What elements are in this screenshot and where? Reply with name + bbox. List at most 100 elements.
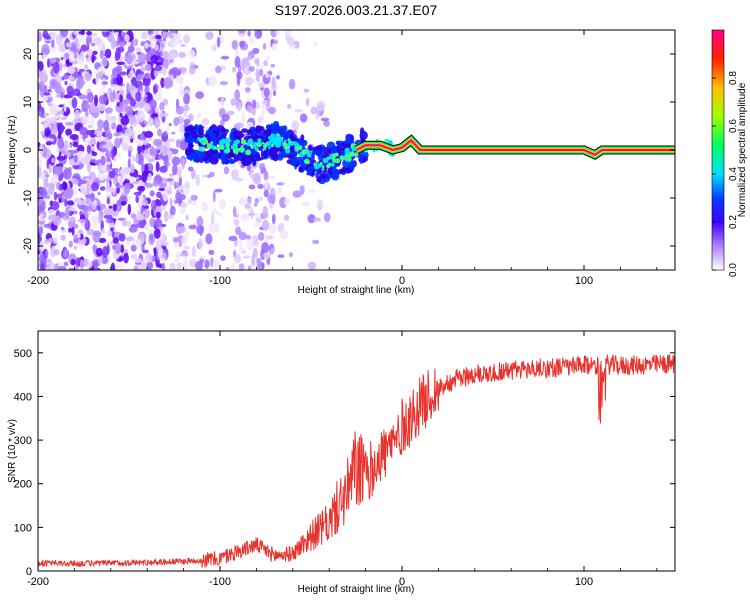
spectral-blob [286, 30, 292, 38]
spectral-blob [284, 198, 291, 206]
spectral-blob [178, 241, 182, 248]
spectral-blob [119, 112, 123, 118]
ridge-blob [292, 161, 296, 166]
spectral-blob [159, 257, 166, 262]
colorbar-tick-label: 0.4 [728, 167, 739, 181]
spectral-blob [87, 210, 91, 215]
spectral-blob [48, 214, 57, 221]
spectral-blob [66, 91, 74, 99]
spectral-blob [126, 176, 136, 181]
spectral-blob [183, 111, 188, 116]
spectral-blob [234, 89, 241, 101]
ridge-peak [276, 142, 282, 148]
ridge-blob [341, 167, 348, 174]
spectral-blob [59, 109, 64, 115]
spectral-blob [261, 100, 269, 105]
spectral-blob [112, 237, 119, 245]
ridge-peak [321, 165, 325, 169]
spectral-blob [95, 72, 104, 80]
spectral-blob [67, 143, 72, 149]
spectral-blob [151, 199, 157, 211]
ridge-blob [359, 155, 363, 164]
spectral-blob [135, 91, 142, 102]
spectral-blob [160, 43, 165, 48]
ridge-peak [321, 168, 325, 171]
spectral-blob [252, 172, 261, 184]
spectral-blob [127, 73, 132, 78]
spectral-blob [153, 247, 157, 254]
spectral-blob [176, 75, 180, 83]
ridge-blob [191, 149, 200, 156]
spectral-blob [168, 49, 177, 61]
spectral-blob [261, 109, 265, 116]
spectral-blob [261, 219, 270, 231]
spectral-blob [153, 117, 161, 128]
spectral-blob [162, 50, 169, 59]
spectral-blob [294, 109, 304, 113]
spectral-blob [180, 44, 186, 47]
spectral-blob [258, 68, 264, 77]
spectral-blob [60, 91, 64, 99]
spectral-blob [85, 34, 93, 45]
ridge-blob [316, 149, 323, 156]
spectral-blob [253, 238, 259, 247]
ridge-peak [245, 149, 252, 156]
spectral-blob [116, 124, 123, 133]
spectral-blob [61, 229, 67, 233]
ridge-peak [256, 142, 262, 148]
spectral-blob [255, 217, 263, 224]
spectral-blob [126, 236, 134, 242]
spectral-blob [172, 164, 178, 176]
spectral-blob [84, 138, 89, 146]
spectral-blob [60, 227, 65, 231]
spectral-blob [144, 223, 150, 231]
spectral-blob [254, 30, 262, 40]
spectral-blob [74, 210, 78, 215]
spectral-blob [105, 111, 109, 123]
spectral-blob [166, 150, 173, 157]
spectral-blob [223, 166, 230, 175]
spectral-blob [183, 118, 191, 124]
spectral-blob [259, 196, 263, 201]
spectral-blob [39, 213, 44, 218]
spectrogram-y-tick-label: 20 [22, 48, 34, 60]
spectral-blob [44, 126, 51, 137]
ridge-blob [254, 125, 263, 134]
spectral-blob [239, 40, 246, 48]
ridge-blob [189, 153, 193, 162]
spectral-blob [166, 178, 173, 182]
spectral-blob [158, 183, 167, 189]
spectral-blob [241, 112, 245, 124]
spectrogram-x-ticks: -200 -100 0 100 [27, 30, 658, 287]
spectral-blob [49, 116, 57, 125]
spectral-blob [159, 109, 163, 120]
ridge-blob [282, 125, 288, 132]
spectral-blob [38, 195, 44, 205]
colorbar-tick-label: 0.0 [728, 263, 739, 277]
spectral-blob [323, 120, 330, 127]
spectral-blob [73, 51, 78, 60]
spectral-blob [110, 74, 115, 79]
spectral-blob [56, 146, 60, 153]
spectral-blob [63, 249, 69, 258]
spectral-blob [313, 217, 321, 222]
spectral-blob [154, 105, 159, 113]
spectral-blob [283, 214, 290, 221]
spectral-blob [125, 127, 134, 136]
spectral-blob [116, 61, 126, 65]
spectral-blob [142, 249, 149, 254]
spectral-blob [272, 90, 277, 97]
spectral-blob [182, 90, 191, 95]
spectral-blob [49, 79, 58, 88]
spectral-blob [144, 208, 149, 220]
spectral-blob [261, 262, 265, 270]
spectral-blob [42, 92, 51, 96]
spectral-blob [97, 119, 104, 130]
spectral-blob [74, 109, 81, 121]
spectral-blob [45, 138, 55, 142]
ridge-band-core [356, 139, 675, 156]
ridge-peak [210, 141, 214, 145]
ridge-blob [230, 131, 234, 140]
spectral-blob [44, 173, 50, 178]
ridge-peak [295, 146, 300, 151]
